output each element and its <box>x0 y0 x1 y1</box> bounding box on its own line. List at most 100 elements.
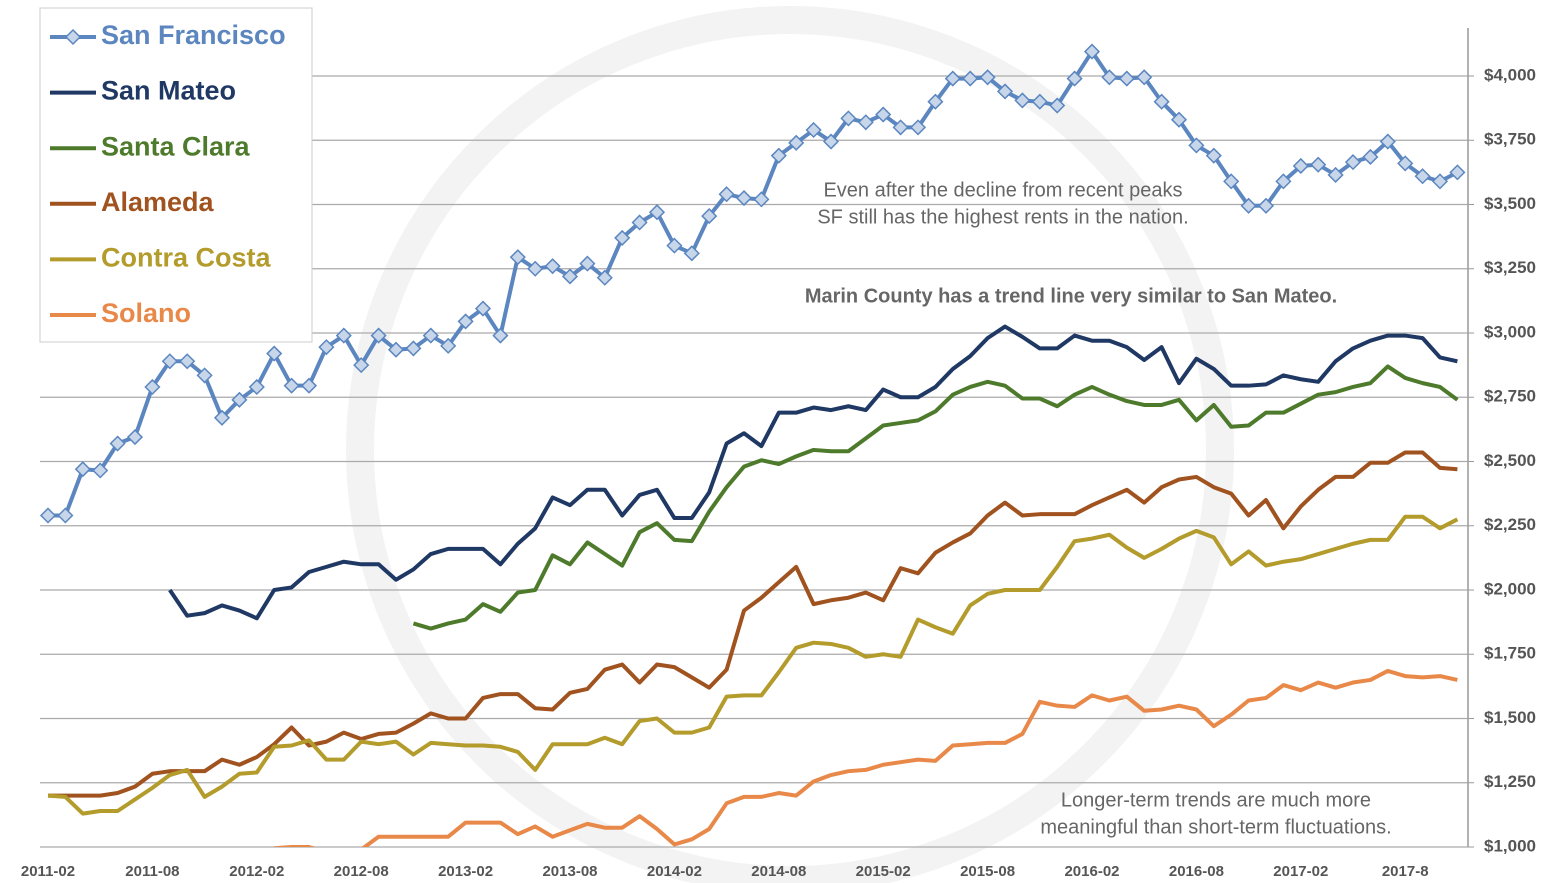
point-marker <box>683 245 700 262</box>
point-marker <box>927 93 944 110</box>
point-marker <box>1101 69 1118 86</box>
point-marker <box>1449 164 1466 181</box>
point-marker <box>857 114 874 131</box>
x-tick-label: 2016-08 <box>1169 863 1224 880</box>
point-marker <box>666 237 683 254</box>
point-marker <box>718 186 735 203</box>
point-marker <box>1014 92 1031 109</box>
legend-marker <box>64 28 82 46</box>
point-marker <box>370 327 387 344</box>
annotation: SF still has the highest rents in the na… <box>817 206 1188 228</box>
point-marker <box>822 133 840 150</box>
point-marker <box>474 300 492 317</box>
point-marker <box>996 83 1014 100</box>
series-line <box>48 450 1458 798</box>
point-marker <box>527 260 544 277</box>
annotation: meaningful than short-term fluctuations. <box>1040 816 1391 838</box>
point-marker <box>335 327 352 344</box>
point-marker <box>57 507 74 524</box>
point-marker <box>892 119 909 136</box>
x-tick-label: 2017-02 <box>1273 863 1328 880</box>
series-line <box>274 668 1458 847</box>
legend-label: Contra Costa <box>101 243 271 273</box>
y-tick-label: $3,250 <box>1484 258 1536 277</box>
y-tick-label: $1,750 <box>1484 644 1536 663</box>
x-tick-label: 2014-02 <box>647 863 702 880</box>
point-marker <box>422 327 439 344</box>
x-tick-label: 2013-02 <box>438 863 493 880</box>
point-marker <box>213 409 231 426</box>
point-marker <box>1153 93 1170 110</box>
point-marker <box>770 147 787 164</box>
point-marker <box>840 110 857 127</box>
point-marker <box>1066 70 1083 87</box>
x-tick-label: 2012-08 <box>334 863 389 880</box>
point-marker <box>1188 137 1205 154</box>
x-tick-label: 2016-02 <box>1064 863 1119 880</box>
point-marker <box>909 119 927 136</box>
legend-label: Santa Clara <box>101 131 251 161</box>
x-tick-label: 2015-02 <box>856 863 911 880</box>
y-tick-label: $2,000 <box>1484 579 1536 598</box>
point-marker <box>579 255 596 272</box>
watermark <box>346 6 1234 883</box>
point-marker <box>126 429 144 446</box>
point-marker <box>231 391 248 408</box>
annotation: Longer-term trends are much more <box>1061 789 1371 811</box>
point-marker <box>300 377 318 394</box>
point-marker <box>109 435 126 452</box>
point-marker <box>1205 147 1222 164</box>
point-marker <box>631 214 648 231</box>
y-tick-label: $3,000 <box>1484 322 1536 341</box>
point-marker <box>544 258 561 275</box>
y-tick-label: $3,500 <box>1484 194 1536 213</box>
point-marker <box>1397 155 1414 172</box>
point-marker <box>144 378 161 396</box>
point-marker <box>1136 69 1153 86</box>
x-tick-label: 2011-02 <box>21 863 75 880</box>
legend-box <box>39 7 313 343</box>
series-line <box>168 324 1458 621</box>
y-tick-label: $1,500 <box>1484 708 1536 727</box>
point-marker <box>1223 173 1240 190</box>
point-marker <box>944 70 961 87</box>
x-tick-label: 2015-08 <box>960 863 1015 880</box>
point-marker <box>648 204 666 221</box>
y-tick-label: $2,250 <box>1484 515 1536 534</box>
point-marker <box>875 106 892 123</box>
point-marker <box>179 353 196 370</box>
point-marker <box>596 269 613 286</box>
y-tick-label: $1,250 <box>1484 772 1536 791</box>
legend-label: Alameda <box>101 187 215 217</box>
point-marker <box>788 134 805 151</box>
series-line <box>47 514 1459 816</box>
y-tick-label: $3,750 <box>1484 130 1536 149</box>
point-marker <box>440 337 457 354</box>
point-marker <box>1379 133 1396 150</box>
point-marker <box>161 353 178 370</box>
point-marker <box>196 367 213 384</box>
point-marker <box>1414 168 1431 185</box>
point-marker <box>492 327 509 344</box>
x-tick-label: 2012-02 <box>229 863 284 880</box>
point-marker <box>1362 148 1379 166</box>
point-marker <box>283 377 300 394</box>
y-tick-label: $2,500 <box>1484 451 1536 470</box>
legend-label: San Francisco <box>101 20 286 50</box>
point-marker <box>561 268 579 285</box>
point-marker <box>1083 43 1101 60</box>
point-marker <box>92 462 109 479</box>
legend-label: Solano <box>101 298 191 328</box>
point-marker <box>1292 157 1309 175</box>
point-marker <box>509 249 526 266</box>
point-marker <box>318 339 335 356</box>
point-marker <box>1170 111 1188 128</box>
point-marker <box>979 69 996 86</box>
annotation: Even after the decline from recent peaks <box>823 179 1182 201</box>
x-tick-label: 2017-8 <box>1382 863 1429 880</box>
point-marker <box>1118 70 1135 87</box>
point-marker <box>1431 173 1449 190</box>
legend-label: San Mateo <box>101 76 236 106</box>
series-line <box>412 364 1459 631</box>
